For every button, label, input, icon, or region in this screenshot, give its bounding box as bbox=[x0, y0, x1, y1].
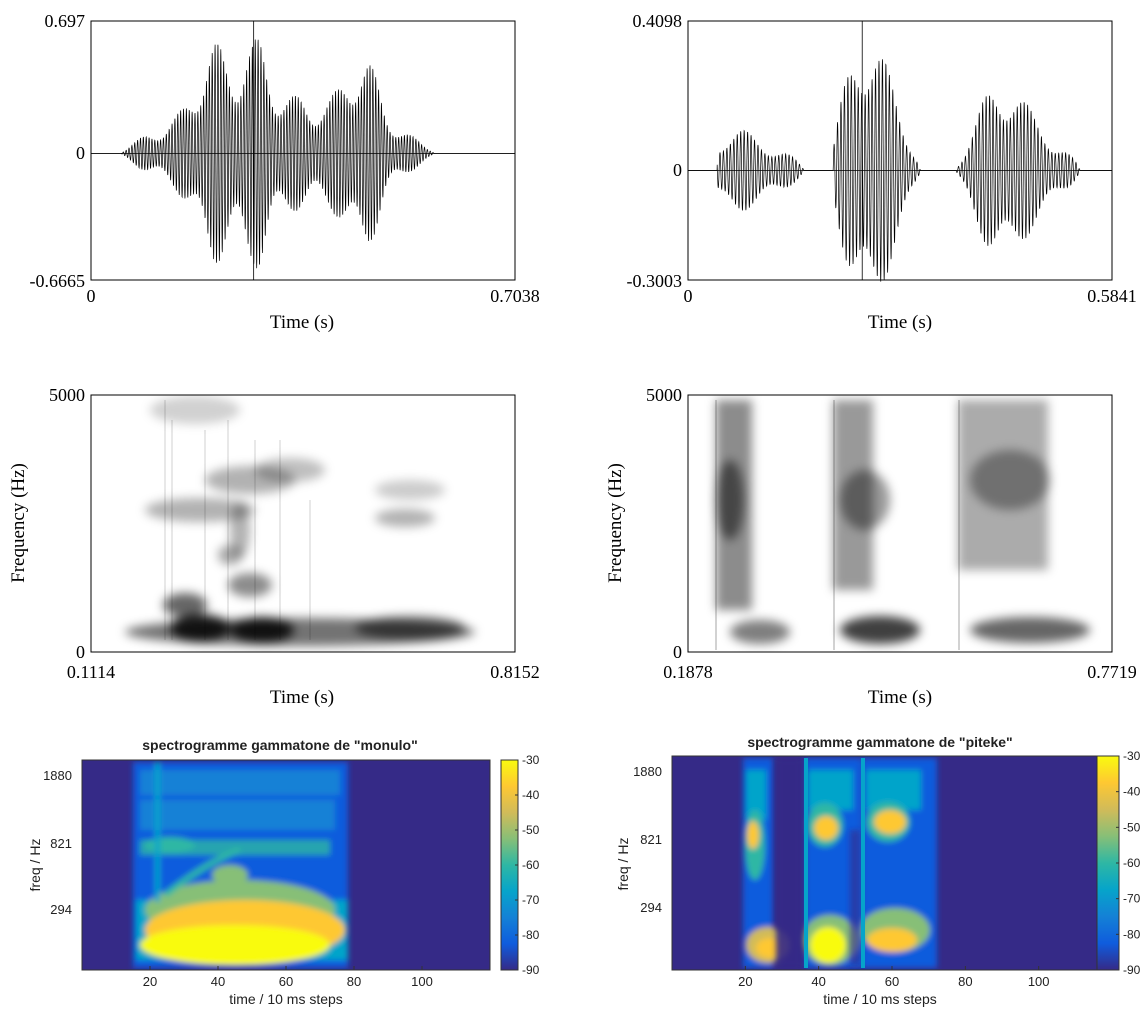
x-end-label: 0.5841 bbox=[1087, 286, 1137, 306]
x-end-label: 0.8152 bbox=[490, 662, 540, 682]
x-start-label: 0 bbox=[684, 286, 693, 306]
colorbar-tick-label: -80 bbox=[522, 928, 540, 942]
y-max-label: 5000 bbox=[49, 385, 85, 405]
x-tick-label: 100 bbox=[1028, 974, 1050, 989]
y-max-label: 5000 bbox=[646, 385, 682, 405]
heatmap-energy bbox=[133, 762, 348, 968]
spectrogram-monulo: 5000 0 0.1114 0.8152 Time (s) Frequency … bbox=[8, 385, 540, 708]
y-axis-label: freq / Hz bbox=[27, 839, 43, 892]
x-axis-label: Time (s) bbox=[270, 312, 334, 333]
spectrogram-frame bbox=[90, 394, 516, 653]
waveform-line bbox=[688, 59, 1112, 282]
colorbar bbox=[1096, 755, 1120, 971]
x-tick-label: 60 bbox=[885, 974, 899, 989]
y-max-label: 0.4098 bbox=[633, 11, 683, 31]
x-start-label: 0 bbox=[87, 286, 96, 306]
colorbar-tick-label: -50 bbox=[522, 823, 540, 837]
x-tick-label: 60 bbox=[279, 974, 293, 989]
y-tick-label: 821 bbox=[640, 832, 662, 847]
x-tick-label: 20 bbox=[143, 974, 157, 989]
spectrogram-frame bbox=[687, 394, 1113, 653]
x-end-label: 0.7038 bbox=[490, 286, 540, 306]
x-start-label: 0.1878 bbox=[663, 662, 713, 682]
chart-title: spectrogramme gammatone de "monulo" bbox=[142, 737, 417, 753]
x-axis-label: time / 10 ms steps bbox=[229, 991, 343, 1007]
x-tick-label: 40 bbox=[211, 974, 225, 989]
x-tick-label: 100 bbox=[411, 974, 433, 989]
x-tick-label: 20 bbox=[738, 974, 752, 989]
waveform-trace bbox=[688, 21, 1112, 282]
y-zero-label: 0 bbox=[673, 160, 682, 180]
y-tick-label: 1880 bbox=[633, 764, 662, 779]
colorbar-tick-label: -60 bbox=[522, 858, 540, 872]
y-max-label: 0.697 bbox=[45, 11, 86, 31]
x-axis-label: Time (s) bbox=[868, 687, 932, 708]
heatmap-energy bbox=[743, 758, 937, 968]
x-tick-label: 80 bbox=[958, 974, 972, 989]
y-tick-label: 821 bbox=[50, 836, 72, 851]
spectrogram-energy bbox=[715, 400, 1090, 650]
y-tick-label: 294 bbox=[640, 900, 662, 915]
y-tick-label: 294 bbox=[50, 902, 72, 917]
colorbar-tick-label: -80 bbox=[1123, 927, 1141, 941]
gammatone-piteke: spectrogramme gammatone de "piteke" bbox=[615, 734, 1141, 1007]
y-axis-label: Frequency (Hz) bbox=[605, 463, 626, 583]
x-start-label: 0.1114 bbox=[67, 662, 115, 682]
colorbar-tick-label: -70 bbox=[522, 893, 540, 907]
y-min-label: 0 bbox=[76, 642, 85, 662]
y-axis-label: freq / Hz bbox=[615, 838, 631, 891]
waveform-monulo: 0.697 0 -0.6665 0 0.7038 Time (s) bbox=[30, 11, 540, 333]
x-axis-label: time / 10 ms steps bbox=[823, 991, 937, 1007]
y-min-label: 0 bbox=[673, 642, 682, 662]
x-tick-label: 40 bbox=[811, 974, 825, 989]
y-zero-label: 0 bbox=[76, 143, 85, 163]
colorbar-tick-label: -40 bbox=[1123, 785, 1141, 799]
y-tick-label: 1880 bbox=[43, 768, 72, 783]
colorbar-tick-label: -90 bbox=[522, 963, 540, 977]
spectrogram-piteke: 5000 0 0.1878 0.7719 Time (s) Frequency … bbox=[605, 385, 1137, 708]
gammatone-monulo: spectrogramme gammatone de "monulo" 20 40… bbox=[27, 737, 540, 1007]
x-axis-label: Time (s) bbox=[270, 687, 334, 708]
colorbar-tick-label: -70 bbox=[1123, 892, 1141, 906]
waveform-trace bbox=[91, 21, 515, 280]
colorbar-tick-label: -60 bbox=[1123, 856, 1141, 870]
colorbar-tick-label: -90 bbox=[1123, 963, 1141, 977]
colorbar-tick-label: -30 bbox=[1123, 749, 1141, 763]
y-min-label: -0.3003 bbox=[627, 271, 683, 291]
x-tick-label: 80 bbox=[347, 974, 361, 989]
x-end-label: 0.7719 bbox=[1087, 662, 1137, 682]
waveform-piteke: 0.4098 0 -0.3003 0 0.5841 Time (s) bbox=[627, 11, 1137, 333]
spectrogram-energy bbox=[125, 396, 475, 646]
y-axis-label: Frequency (Hz) bbox=[8, 463, 29, 583]
waveform-line bbox=[91, 39, 515, 269]
colorbar-tick-label: -50 bbox=[1123, 820, 1141, 834]
x-axis-label: Time (s) bbox=[868, 312, 932, 333]
chart-title: spectrogramme gammatone de "piteke" bbox=[747, 734, 1012, 750]
colorbar-tick-label: -40 bbox=[522, 788, 540, 802]
spectrogram-background bbox=[91, 395, 515, 652]
y-min-label: -0.6665 bbox=[30, 271, 86, 291]
colorbar-tick-label: -30 bbox=[522, 753, 540, 767]
